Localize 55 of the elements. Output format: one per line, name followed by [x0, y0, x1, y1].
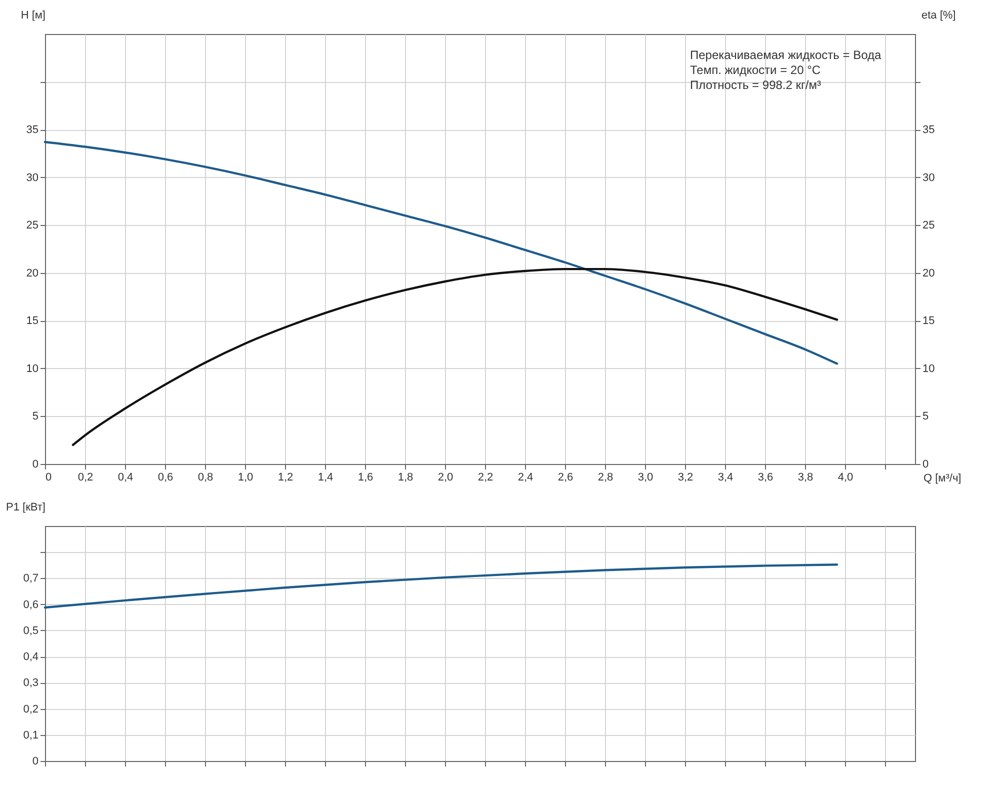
y-tick-label: 15	[26, 315, 38, 328]
y2-tick-label: 5	[922, 410, 929, 423]
x-tick-label: 2,0	[438, 472, 454, 484]
x-tick-label: 2,4	[518, 472, 534, 484]
line-series	[72, 268, 838, 446]
x-tick-label: 2,8	[598, 472, 614, 484]
x-tick-label: 3,6	[758, 472, 774, 484]
y2-axis-title: eta [%]	[922, 10, 956, 22]
x-tick-label: 4,0	[838, 472, 854, 484]
y-axis-title: H [м]	[20, 10, 46, 22]
x-tick-label: 2,2	[478, 472, 494, 484]
x-tick-label: 3,0	[638, 472, 654, 484]
x-tick-label: 0,4	[118, 472, 134, 484]
y-tick-label: 30	[26, 172, 38, 184]
y-tick-label: 0,4	[23, 651, 38, 664]
x-tick-label: 3,2	[678, 472, 694, 484]
y-tick-label: 0,3	[23, 677, 38, 690]
x-tick-label: 0	[46, 472, 52, 484]
x-tick-label: 0,8	[198, 472, 214, 484]
annotation: Темп. жидкости = 20 °C	[690, 63, 821, 77]
y-tick-label: 0	[32, 756, 38, 768]
x-tick-label: 0,2	[78, 472, 94, 484]
annotation: Перекачиваемая жидкость = Вода	[690, 48, 882, 62]
x-tick-label: 1,2	[278, 472, 294, 484]
line-series	[44, 140, 838, 365]
y2-tick-label: 35	[922, 124, 935, 136]
y2-tick-label: 30	[922, 172, 935, 184]
x-tick-label: 1,8	[398, 472, 414, 484]
annotation: Плотность = 998.2 кг/м³	[690, 78, 821, 92]
x-tick-label: 3,4	[718, 472, 734, 484]
y-tick-label: 0,1	[23, 729, 38, 742]
y-tick-label: 5	[32, 410, 38, 423]
y-tick-label: 0,7	[23, 572, 38, 585]
x-tick-label: 1,0	[238, 472, 254, 484]
x-tick-label: 2,6	[558, 472, 574, 484]
line-series	[44, 564, 838, 609]
y-tick-label: 10	[26, 362, 38, 375]
y2-tick-label: 0	[922, 458, 929, 470]
y2-tick-label: 10	[922, 362, 935, 375]
y2-tick-label: 20	[922, 267, 935, 280]
x-tick-label: 3,8	[798, 472, 814, 484]
x-axis-title: Q [м³/ч]	[924, 472, 962, 484]
y-tick-label: 0,6	[23, 598, 38, 611]
y-tick-label: 0,2	[23, 703, 38, 716]
y-tick-label: 20	[26, 267, 38, 280]
y2-tick-label: 25	[922, 220, 935, 232]
y-axis-title: P1 [кВт]	[6, 502, 46, 514]
y-tick-label: 0,5	[23, 624, 38, 637]
x-tick-label: 1,6	[358, 472, 374, 484]
y-tick-label: 0	[32, 458, 38, 470]
y2-tick-label: 15	[922, 315, 935, 328]
y-tick-label: 25	[26, 220, 38, 232]
y-tick-label: 35	[26, 124, 38, 136]
x-tick-label: 0,6	[158, 472, 174, 484]
x-tick-label: 1,4	[318, 472, 334, 484]
